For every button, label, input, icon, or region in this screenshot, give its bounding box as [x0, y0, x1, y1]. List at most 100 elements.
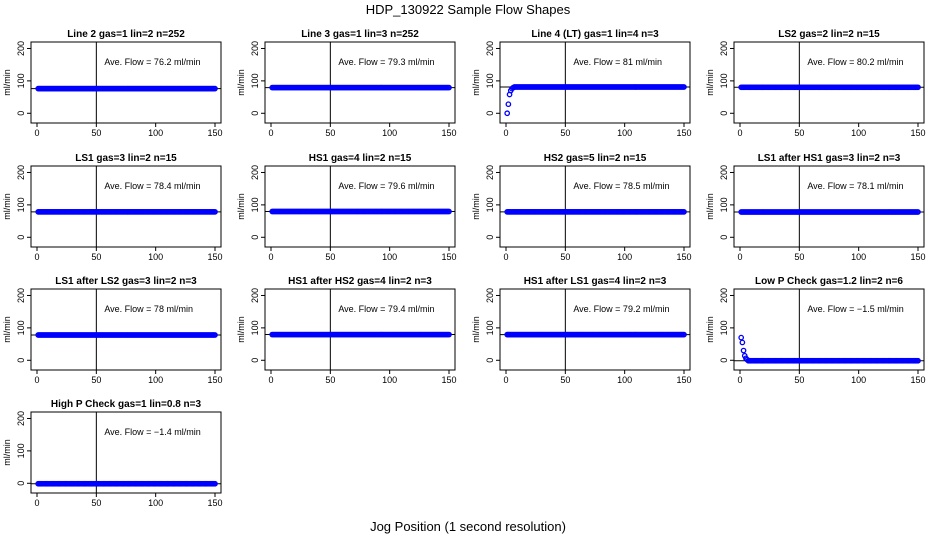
- x-tick-label: 100: [148, 252, 163, 262]
- x-tick-label: 150: [910, 252, 925, 262]
- y-tick-label: 200: [16, 288, 26, 303]
- average-flow-annotation: Ave. Flow = 76.2 ml/min: [104, 57, 200, 67]
- y-tick-label: 100: [485, 197, 495, 212]
- chart-panel: HS2 gas=5 lin=2 n=15 0 50 100 150 0 100 200 ml/m…: [471, 153, 692, 262]
- data-point: [446, 84, 452, 91]
- x-tick-label: 150: [441, 375, 456, 385]
- plot-frame: [733, 288, 925, 371]
- y-tick-label: 200: [719, 41, 729, 56]
- y-tick-label: 200: [485, 41, 495, 56]
- panel-title: High P Check gas=1 lin=0.8 n=3: [51, 399, 202, 410]
- y-axis-label: ml/min: [471, 69, 481, 96]
- average-flow-annotation: Ave. Flow = 78.1 ml/min: [807, 181, 903, 191]
- data-point: [212, 85, 218, 92]
- x-tick-label: 50: [91, 128, 101, 138]
- x-tick-label: 100: [851, 252, 866, 262]
- y-tick-label: 100: [250, 73, 260, 88]
- y-axis-label: ml/min: [705, 316, 715, 343]
- plot-frame: [499, 41, 691, 124]
- y-axis-label: ml/min: [236, 316, 246, 343]
- average-flow-annotation: Ave. Flow = 80.2 ml/min: [807, 57, 903, 67]
- average-flow-annotation: Ave. Flow = 81 ml/min: [573, 57, 662, 67]
- y-tick-label: 200: [16, 411, 26, 426]
- y-tick-label: 100: [719, 73, 729, 88]
- y-axis-label: ml/min: [705, 69, 715, 96]
- x-tick-label: 0: [34, 498, 39, 508]
- y-tick-label: 0: [485, 358, 495, 363]
- x-tick-label: 150: [207, 128, 222, 138]
- y-tick-label: 0: [250, 111, 260, 116]
- x-tick-label: 150: [207, 375, 222, 385]
- x-tick-label: 0: [268, 128, 273, 138]
- y-axis-label: ml/min: [236, 69, 246, 96]
- average-flow-annotation: Ave. Flow = 78 ml/min: [104, 304, 193, 314]
- y-tick-label: 0: [719, 111, 729, 116]
- chart-panel: Line 2 gas=1 lin=2 n=252 0 50 100 150 0 100 200…: [2, 29, 223, 138]
- data-point: [681, 84, 687, 90]
- data-point: [212, 480, 218, 487]
- y-tick-label: 100: [719, 320, 729, 335]
- data-point: [915, 84, 921, 91]
- x-tick-label: 0: [268, 375, 273, 385]
- chart-panel: High P Check gas=1 lin=0.8 n=3 0 50 100 150 0…: [2, 399, 223, 508]
- y-tick-label: 0: [16, 235, 26, 240]
- x-tick-label: 50: [794, 252, 804, 262]
- x-tick-label: 0: [737, 252, 742, 262]
- y-tick-label: 0: [16, 358, 26, 363]
- x-tick-label: 100: [851, 128, 866, 138]
- y-axis-label: ml/min: [2, 193, 12, 220]
- panel-title: Line 4 (LT) gas=1 lin=4 n=3: [531, 29, 659, 40]
- plot-frame: [264, 41, 456, 124]
- x-tick-label: 150: [441, 128, 456, 138]
- y-tick-label: 100: [250, 197, 260, 212]
- x-tick-label: 50: [794, 128, 804, 138]
- x-tick-label: 50: [325, 252, 335, 262]
- x-tick-label: 0: [737, 128, 742, 138]
- y-tick-label: 200: [485, 288, 495, 303]
- x-tick-label: 100: [148, 498, 163, 508]
- panel-title: LS1 after LS2 gas=3 lin=2 n=3: [55, 276, 197, 287]
- data-point: [915, 357, 921, 364]
- x-tick-label: 100: [382, 252, 397, 262]
- y-tick-label: 200: [250, 165, 260, 180]
- x-axis-label: Jog Position (1 second resolution): [370, 519, 566, 534]
- average-flow-annotation: Ave. Flow = 79.2 ml/min: [573, 304, 669, 314]
- chart-panel: Line 3 gas=1 lin=3 n=252 0 50 100 150 0 100 200…: [236, 29, 457, 138]
- plot-frame: [733, 165, 925, 248]
- plot-frame: [499, 288, 691, 371]
- y-tick-label: 0: [250, 358, 260, 363]
- y-tick-label: 200: [250, 41, 260, 56]
- x-tick-label: 100: [382, 128, 397, 138]
- y-tick-label: 100: [250, 320, 260, 335]
- y-tick-label: 0: [719, 235, 729, 240]
- y-axis-label: ml/min: [2, 439, 12, 466]
- panel-title: HS1 after LS1 gas=4 lin=2 n=3: [524, 276, 667, 287]
- x-tick-label: 50: [325, 375, 335, 385]
- x-tick-label: 100: [617, 252, 632, 262]
- panel-title: LS1 after HS1 gas=3 lin=2 n=3: [758, 153, 901, 164]
- plot-frame: [499, 165, 691, 248]
- panel-title: Line 3 gas=1 lin=3 n=252: [301, 29, 419, 40]
- y-axis-label: ml/min: [2, 316, 12, 343]
- y-tick-label: 200: [719, 288, 729, 303]
- x-tick-label: 50: [560, 128, 570, 138]
- y-tick-label: 200: [485, 165, 495, 180]
- data-point: [681, 208, 687, 215]
- chart-panel: HS1 after LS1 gas=4 lin=2 n=3 0 50 100 150 0 1…: [471, 276, 692, 385]
- x-tick-label: 0: [737, 375, 742, 385]
- y-tick-label: 200: [16, 41, 26, 56]
- data-point: [212, 332, 218, 338]
- x-tick-label: 50: [325, 128, 335, 138]
- x-tick-label: 100: [617, 128, 632, 138]
- y-axis-label: ml/min: [705, 193, 715, 220]
- chart-panel: Low P Check gas=1.2 lin=2 n=6 0 50 100 150 0 1…: [705, 276, 926, 385]
- data-point: [446, 331, 452, 338]
- x-tick-label: 0: [503, 375, 508, 385]
- y-axis-label: ml/min: [471, 193, 481, 220]
- data-point: [681, 331, 687, 338]
- chart-panel: LS1 after LS2 gas=3 lin=2 n=3 0 50 100 150 0 1…: [2, 276, 223, 385]
- data-point: [212, 209, 218, 215]
- y-tick-label: 200: [250, 288, 260, 303]
- x-tick-label: 100: [382, 375, 397, 385]
